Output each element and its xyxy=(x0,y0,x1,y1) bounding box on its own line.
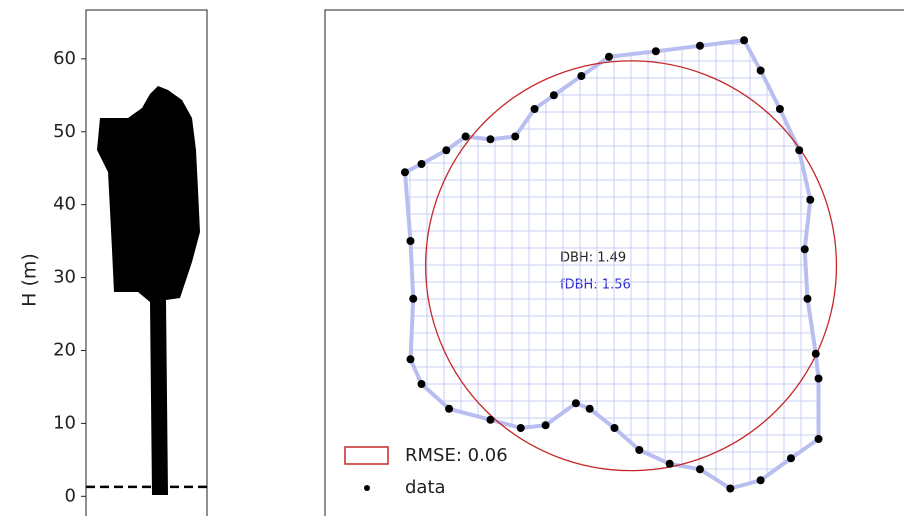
fdbh-annotation: fDBH: 1.56 xyxy=(560,278,631,293)
data-point xyxy=(462,133,470,141)
data-point xyxy=(401,168,409,176)
y-tick-label: 30 xyxy=(53,267,76,288)
data-point xyxy=(795,146,803,154)
data-point xyxy=(531,105,539,113)
legend-label: data xyxy=(405,477,446,498)
data-point xyxy=(787,454,795,462)
data-point xyxy=(445,405,453,413)
data-point xyxy=(418,380,426,388)
data-point xyxy=(776,105,784,113)
data-point xyxy=(740,36,748,44)
y-tick-label: 20 xyxy=(53,339,76,360)
data-point xyxy=(442,146,450,154)
data-point xyxy=(801,245,809,253)
data-point xyxy=(757,67,765,75)
data-point xyxy=(406,355,414,363)
data-point xyxy=(409,295,417,303)
data-point xyxy=(815,375,823,383)
data-point xyxy=(757,476,765,484)
data-point xyxy=(611,424,619,432)
data-point xyxy=(696,42,704,50)
data-point xyxy=(542,421,550,429)
y-tick-label: 40 xyxy=(53,194,76,215)
data-point xyxy=(572,399,580,407)
legend-label: RMSE: 0.06 xyxy=(405,445,508,466)
data-point xyxy=(577,72,585,80)
y-tick-label: 60 xyxy=(53,48,76,69)
data-point xyxy=(511,133,519,141)
y-tick-label: 0 xyxy=(65,485,76,506)
data-point xyxy=(696,465,704,473)
data-point xyxy=(517,424,525,432)
legend-swatch xyxy=(345,447,388,464)
data-point xyxy=(406,237,414,245)
data-point xyxy=(726,485,734,493)
data-point xyxy=(605,53,613,61)
data-point xyxy=(804,295,812,303)
y-tick-label: 10 xyxy=(53,412,76,433)
tree-silhouette xyxy=(97,86,200,495)
data-point xyxy=(550,91,558,99)
dbh-annotation: DBH: 1.49 xyxy=(560,251,626,266)
data-point xyxy=(806,196,814,204)
data-point xyxy=(652,47,660,55)
data-point xyxy=(815,435,823,443)
data-point xyxy=(635,446,643,454)
data-point xyxy=(812,350,820,358)
data-point xyxy=(486,135,494,143)
data-point xyxy=(666,460,674,468)
data-point xyxy=(586,405,594,413)
data-point xyxy=(418,160,426,168)
y-tick-label: 50 xyxy=(53,121,76,142)
data-point xyxy=(486,416,494,424)
figure: H (m) DBH: 1.49 fDBH: 1.56 RMSE: 0.06 da… xyxy=(0,0,904,516)
y-axis-label: H (m) xyxy=(19,253,41,307)
legend-swatch xyxy=(364,485,370,491)
